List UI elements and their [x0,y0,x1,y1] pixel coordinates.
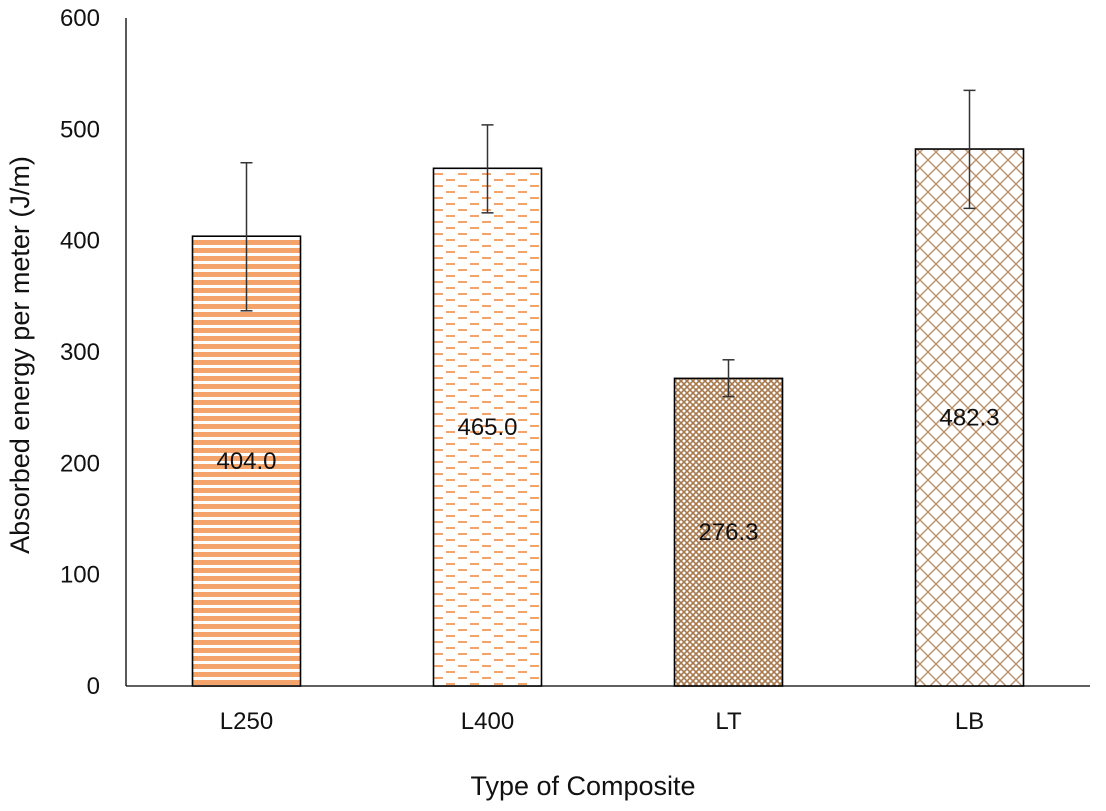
data-labels: 404.0 465.0 276.3 482.3 [216,405,999,547]
data-label-lt: 276.3 [698,519,758,546]
x-axis-title: Type of Composite [470,771,695,801]
x-tick-label: LB [955,708,984,735]
data-label-l250: 404.0 [216,448,276,475]
y-tick-label: 100 [60,562,100,589]
error-bar-l250 [240,161,253,312]
bar-lt [673,377,784,687]
y-tick-label: 500 [60,116,100,143]
bar-lb [914,148,1025,687]
y-axis-title: Absorbed energy per meter (J/m) [5,156,35,554]
x-axis: L250 L400 LT LB [126,685,1090,735]
x-tick-label: L250 [220,708,273,735]
y-tick-label: 400 [60,228,100,255]
error-bar-lt [722,359,735,398]
data-label-lb: 482.3 [939,405,999,432]
y-tick-label: 600 [60,5,100,32]
error-bar-l400 [481,124,494,214]
error-bar-lb [963,89,976,210]
error-bars [240,89,976,398]
y-tick-label: 200 [60,450,100,477]
x-tick-label: LT [715,708,742,735]
y-axis: 0 100 200 300 400 500 600 [60,5,127,700]
y-tick-label: 0 [87,673,100,700]
data-label-l400: 465.0 [457,414,517,441]
y-tick-label: 300 [60,339,100,366]
x-tick-label: L400 [461,708,514,735]
bars [191,148,1025,687]
